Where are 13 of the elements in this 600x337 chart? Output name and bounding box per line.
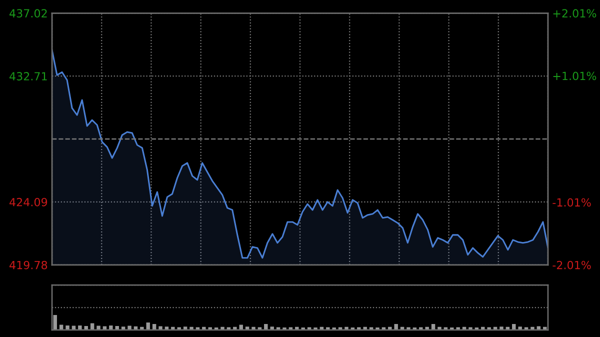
y2-tick-label: +2.01% (553, 9, 596, 18)
bar (264, 324, 268, 330)
y-tick-label: 424.09 (10, 198, 48, 206)
y-tick-label: 437.02 (10, 9, 47, 18)
y2-tick-label: +1.01% (553, 72, 596, 80)
bar (128, 326, 132, 330)
bar (394, 324, 398, 330)
y-tick-label: 419.78 (10, 260, 48, 270)
y2-tick-label: -1.01% (552, 198, 591, 207)
y2-tick-label: -2.01% (552, 260, 591, 270)
bar (239, 324, 243, 330)
y-tick-label: 432.71 (10, 72, 47, 80)
bar (96, 326, 100, 330)
